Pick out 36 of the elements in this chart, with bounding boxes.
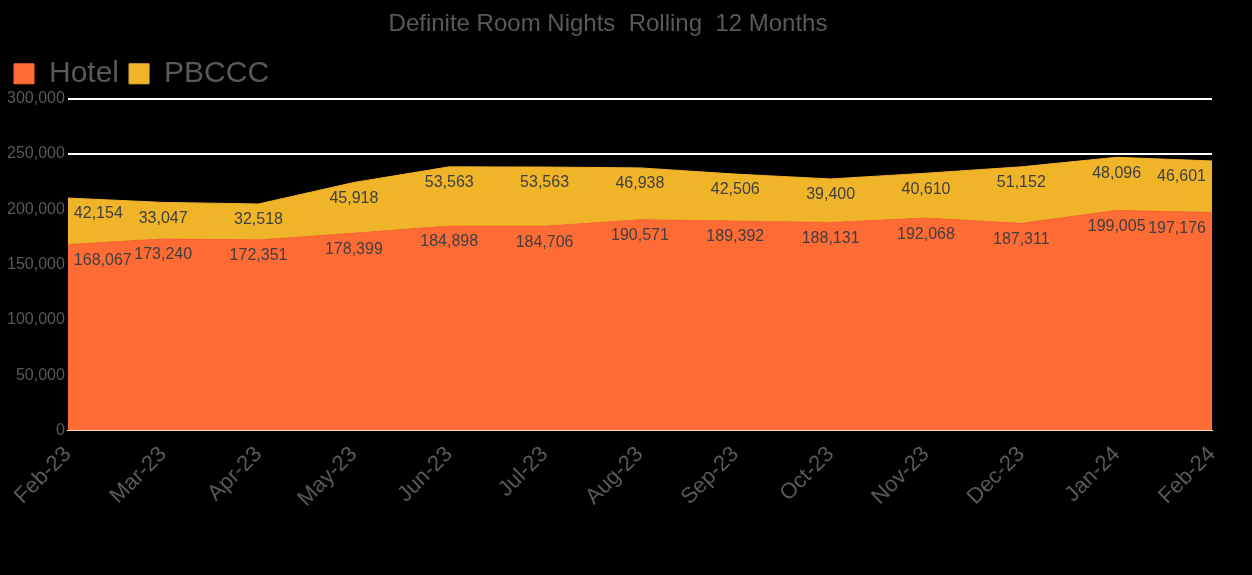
- y-tick-label: 50,000: [15, 365, 65, 383]
- data-label: 45,918: [329, 188, 379, 206]
- data-label: 39,400: [806, 185, 856, 203]
- legend-label: PBCCC: [164, 55, 270, 89]
- y-tick-label: 0: [55, 420, 65, 438]
- data-label: 184,898: [420, 232, 479, 250]
- data-label: 33,047: [138, 208, 188, 226]
- y-tick-label: 200,000: [6, 199, 65, 217]
- data-label: 46,601: [1157, 167, 1207, 185]
- legend-label: Hotel: [49, 55, 120, 89]
- data-label: 42,154: [73, 204, 123, 222]
- data-label: 199,005: [1087, 216, 1146, 234]
- y-tick-label: 150,000: [6, 255, 65, 273]
- data-label: 172,351: [229, 246, 288, 264]
- data-label: 48,096: [1092, 163, 1142, 181]
- chart-title: Definite Room Nights Rolling 12 Months: [388, 9, 828, 37]
- y-tick-label: 250,000: [6, 144, 65, 162]
- data-label: 51,152: [996, 173, 1046, 191]
- data-label: 184,706: [515, 232, 574, 250]
- data-label: 53,563: [520, 173, 570, 191]
- y-tick-label: 100,000: [6, 310, 65, 328]
- data-label: 40,610: [901, 179, 951, 197]
- data-label: 190,571: [611, 226, 669, 244]
- data-label: 42,506: [710, 180, 760, 198]
- data-label: 168,067: [73, 251, 132, 269]
- data-label: 32,518: [234, 210, 284, 228]
- data-label: 178,399: [324, 239, 383, 257]
- data-label: 46,938: [615, 174, 665, 192]
- data-label: 192,068: [897, 224, 955, 242]
- data-label: 189,392: [706, 227, 765, 245]
- data-label: 187,311: [992, 229, 1050, 247]
- data-label: 173,240: [134, 245, 193, 263]
- data-label: 188,131: [801, 228, 860, 246]
- data-label: 197,176: [1148, 218, 1207, 236]
- y-tick-label: 300,000: [6, 89, 65, 107]
- data-label: 53,563: [424, 173, 474, 191]
